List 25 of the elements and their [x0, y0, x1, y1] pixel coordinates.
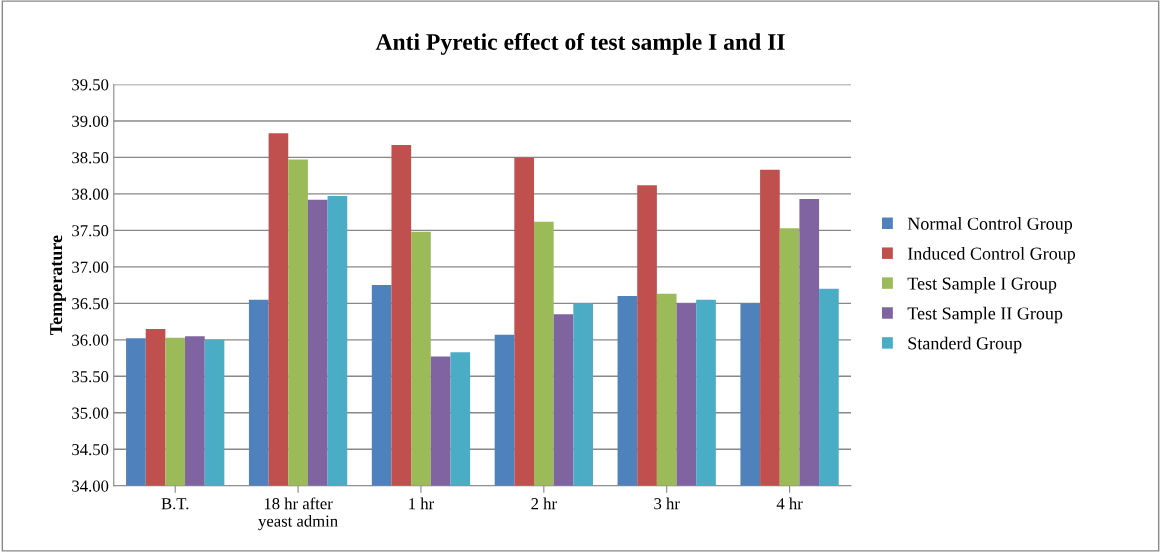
y-tick-label: 35.00 [72, 407, 109, 419]
y-tick-label: 37.00 [72, 261, 109, 273]
x-tick-label: B.T. [161, 498, 189, 510]
y-axis-title: Temperature [50, 235, 66, 335]
x-tick-label: 1 hr [409, 497, 434, 510]
y-tick-label: 36.00 [72, 334, 109, 346]
y-tick-label: 39.50 [72, 79, 109, 91]
legend-label: Test Sample II Group [907, 306, 1063, 324]
x-tick-label: 4 hr [776, 497, 803, 510]
y-tick-label: 34.50 [72, 443, 109, 456]
legend-label: Normal Control Group [907, 217, 1073, 234]
legend-label: Induced Control Group [907, 247, 1076, 264]
y-tick-label: 36.50 [72, 298, 109, 310]
y-tick-label: 38.00 [72, 188, 109, 200]
y-tick-label: 35.50 [72, 371, 109, 383]
x-tick-label: 2 hr [531, 497, 557, 510]
y-tick-label: 38.50 [72, 152, 109, 164]
y-tick-label: 34.00 [72, 480, 109, 492]
y-tick-label: 37.50 [72, 225, 109, 237]
x-tick-label: 3 hr [654, 497, 680, 510]
chart-title: Anti Pyretic effect of test sample I and II [375, 33, 785, 55]
x-tick-label: 18 hr after yeast admin [258, 497, 338, 531]
legend-label: Test Sample I Group [907, 276, 1057, 294]
legend-label: Standerd Group [908, 336, 1022, 354]
y-tick-label: 39.00 [72, 115, 109, 127]
